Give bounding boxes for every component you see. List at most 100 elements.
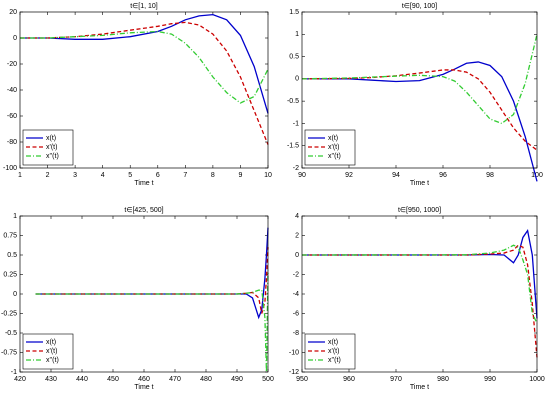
legend-box xyxy=(22,129,74,166)
x-tick-label: 10 xyxy=(264,172,272,179)
y-tick-label: -80 xyxy=(7,139,17,146)
plot-frame xyxy=(301,11,538,169)
x-tick-label: 480 xyxy=(200,376,212,383)
y-tick-label: 0.25 xyxy=(3,271,17,278)
legend-label: x''(t) xyxy=(328,357,341,364)
y-tick-label: -0.5 xyxy=(5,330,17,337)
x-tick-label: 8 xyxy=(211,172,215,179)
x-tick-label: 460 xyxy=(138,376,150,383)
subplot-title: t∈[425, 500] xyxy=(124,207,163,214)
y-tick-label: -10 xyxy=(289,349,299,356)
x-tick-label: 2 xyxy=(46,172,50,179)
legend-label: x''(t) xyxy=(46,357,59,364)
x-tick-label: 4 xyxy=(101,172,105,179)
y-tick-label: -40 xyxy=(7,87,17,94)
y-tick-label: 0 xyxy=(13,291,17,298)
x-tick-label: 9 xyxy=(238,172,242,179)
legend-label: x(t) xyxy=(328,135,338,142)
x-tick-label: 5 xyxy=(128,172,132,179)
legend-label: x'(t) xyxy=(46,144,57,151)
x-tick-label: 6 xyxy=(156,172,160,179)
series-line xyxy=(302,228,538,319)
subplot: t∈[950, 1000] 950 960 970 980 990 1000 -12 -10 -8… xyxy=(289,207,545,391)
y-tick-label: -60 xyxy=(7,113,17,120)
x-axis-label: Time t xyxy=(410,180,429,187)
y-tick-label: -20 xyxy=(7,61,17,68)
x-tick-label: 96 xyxy=(439,172,447,179)
y-tick-label: -8 xyxy=(293,330,299,337)
y-tick-label: -2 xyxy=(293,165,299,172)
y-tick-label: 0.75 xyxy=(3,232,17,239)
y-tick-label: 0 xyxy=(295,76,299,83)
legend-box xyxy=(304,333,356,370)
x-tick-label: 990 xyxy=(484,376,496,383)
subplot: t∈[90, 100] 90 92 94 96 98 100 -2 -1.5 -1 -0.5 0 0.5… xyxy=(287,3,543,187)
y-tick-label: -1 xyxy=(11,369,17,376)
x-tick-label: 92 xyxy=(345,172,353,179)
legend-label: x'(t) xyxy=(328,348,339,355)
subplot-title: t∈[90, 100] xyxy=(402,3,437,10)
x-axis-label: Time t xyxy=(410,384,429,391)
plot-frame xyxy=(19,215,269,373)
x-tick-label: 98 xyxy=(486,172,494,179)
series-line xyxy=(302,244,538,358)
series-line xyxy=(20,21,269,145)
x-tick-label: 980 xyxy=(437,376,449,383)
y-tick-label: -0.25 xyxy=(1,310,17,317)
y-tick-label: 0 xyxy=(13,35,17,42)
y-tick-label: -2 xyxy=(293,271,299,278)
series-line xyxy=(301,34,538,125)
series-line xyxy=(35,270,269,373)
y-tick-label: -0.75 xyxy=(1,349,17,356)
y-tick-label: -6 xyxy=(293,310,299,317)
x-tick-label: 950 xyxy=(296,376,308,383)
legend: x(t) x'(t) x''(t) xyxy=(22,333,74,370)
plot-frame xyxy=(301,215,538,373)
y-tick-label: 1 xyxy=(13,213,17,220)
series-line xyxy=(302,61,538,182)
legend-label: x''(t) xyxy=(46,153,59,160)
y-tick-label: 0.5 xyxy=(289,53,299,60)
y-tick-label: -1 xyxy=(293,120,299,127)
y-tick-label: 0 xyxy=(295,252,299,259)
x-tick-label: 420 xyxy=(14,376,26,383)
legend-label: x(t) xyxy=(46,135,56,142)
x-axis-label: Time t xyxy=(134,180,153,187)
legend-label: x''(t) xyxy=(328,153,341,160)
x-tick-label: 7 xyxy=(183,172,187,179)
x-tick-label: 90 xyxy=(298,172,306,179)
legend-box xyxy=(22,333,74,370)
x-tick-label: 430 xyxy=(45,376,57,383)
y-tick-label: 2 xyxy=(295,232,299,239)
y-tick-label: -100 xyxy=(3,165,17,172)
x-tick-label: 440 xyxy=(76,376,88,383)
legend-label: x'(t) xyxy=(46,348,57,355)
x-tick-label: 1000 xyxy=(529,376,545,383)
series-line xyxy=(35,247,269,314)
y-tick-label: 1.5 xyxy=(289,9,299,16)
subplot: t∈[1, 10] 1 2 3 4 5 6 7 8 9 10 -100 -80 -60 -40 -20 0 20 T… xyxy=(3,3,272,187)
legend: x(t) x'(t) x''(t) xyxy=(304,129,356,166)
legend: x(t) x'(t) x''(t) xyxy=(304,333,356,370)
x-tick-label: 1 xyxy=(18,172,22,179)
x-tick-label: 100 xyxy=(531,172,543,179)
legend: x(t) x'(t) x''(t) xyxy=(22,129,74,166)
x-axis-label: Time t xyxy=(134,384,153,391)
series-line xyxy=(20,30,269,104)
y-tick-label: 0.5 xyxy=(7,252,17,259)
legend-label: x'(t) xyxy=(328,144,339,151)
subplot: t∈[425, 500] 420 430 440 450 460 470 480 490 500 -… xyxy=(1,207,274,391)
y-tick-label: 4 xyxy=(295,213,299,220)
legend-box xyxy=(304,129,356,166)
legend-label: x(t) xyxy=(328,339,338,346)
y-tick-label: -12 xyxy=(289,369,299,376)
series-line xyxy=(20,13,269,114)
x-tick-label: 960 xyxy=(343,376,355,383)
x-tick-label: 3 xyxy=(73,172,77,179)
x-tick-label: 970 xyxy=(390,376,402,383)
series-line xyxy=(35,227,269,320)
legend-label: x(t) xyxy=(46,339,56,346)
y-tick-label: 20 xyxy=(9,9,17,16)
x-tick-label: 450 xyxy=(107,376,119,383)
